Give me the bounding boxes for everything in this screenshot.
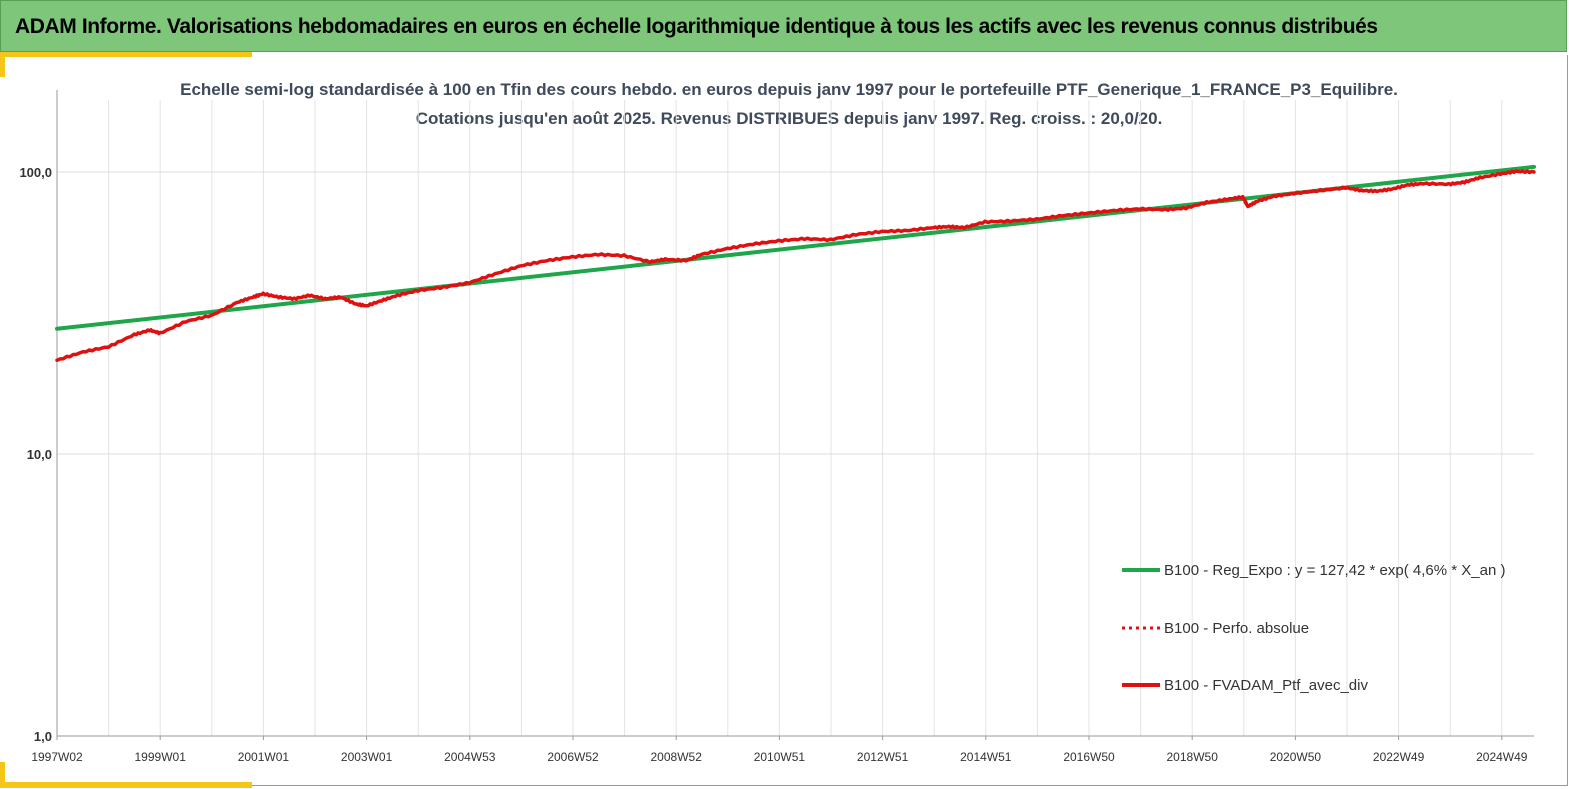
legend-label: B100 - Reg_Expo : y = 127,42 * exp( 4,6%… bbox=[1164, 562, 1505, 579]
y-axis-ticks: 1,0 10,0 100,0 bbox=[19, 165, 52, 744]
y-tick-label: 1,0 bbox=[34, 729, 52, 744]
x-tick-label: 2003W01 bbox=[341, 750, 393, 764]
x-tick-label: 2010W51 bbox=[754, 750, 806, 764]
x-tick-label: 2016W50 bbox=[1063, 750, 1115, 764]
frame-border-right bbox=[1567, 55, 1568, 785]
banner-title: ADAM Informe. Valorisations hebdomadaire… bbox=[15, 15, 1378, 38]
y-tick-label: 100,0 bbox=[19, 165, 52, 180]
accent-bar-left bbox=[0, 57, 5, 77]
x-tick-label: 2024W49 bbox=[1476, 750, 1528, 764]
x-tick-label: 2006W52 bbox=[547, 750, 599, 764]
x-tick-label: 2018W50 bbox=[1167, 750, 1219, 764]
legend-label: B100 - Perfo. absolue bbox=[1164, 620, 1309, 637]
accent-bar-bottom-left bbox=[0, 762, 5, 782]
chart-title: Echelle semi-log standardisée à 100 en T… bbox=[180, 80, 1398, 99]
chart-grid bbox=[56, 90, 1534, 737]
series-lines bbox=[55, 164, 1536, 362]
x-axis-ticks: 1997W02 1999W01 2001W01 2003W01 2004W53 2006W… bbox=[31, 736, 1528, 764]
accent-bar-bottom bbox=[0, 782, 252, 788]
x-tick-label: 2014W51 bbox=[960, 750, 1012, 764]
x-tick-label: 1999W01 bbox=[135, 750, 187, 764]
title-banner: ADAM Informe. Valorisations hebdomadaire… bbox=[0, 0, 1567, 52]
x-tick-label: 2004W53 bbox=[444, 750, 496, 764]
chart-subtitle: Cotations jusqu'en août 2025. Revenus DI… bbox=[416, 109, 1163, 128]
x-tick-label: 2020W50 bbox=[1270, 750, 1322, 764]
legend: B100 - Reg_Expo : y = 127,42 * exp( 4,6%… bbox=[1122, 562, 1505, 694]
x-tick-label: 2001W01 bbox=[238, 750, 290, 764]
accent-bar-top bbox=[0, 52, 252, 57]
x-tick-label: 2022W49 bbox=[1373, 750, 1425, 764]
x-tick-label: 2008W52 bbox=[651, 750, 703, 764]
y-tick-label: 10,0 bbox=[27, 447, 52, 462]
legend-label: B100 - FVADAM_Ptf_avec_div bbox=[1164, 677, 1368, 694]
x-tick-label: 2012W51 bbox=[857, 750, 909, 764]
frame-border-bottom bbox=[252, 785, 1568, 786]
portfolio-line bbox=[55, 169, 1536, 362]
x-tick-label: 1997W02 bbox=[31, 750, 83, 764]
